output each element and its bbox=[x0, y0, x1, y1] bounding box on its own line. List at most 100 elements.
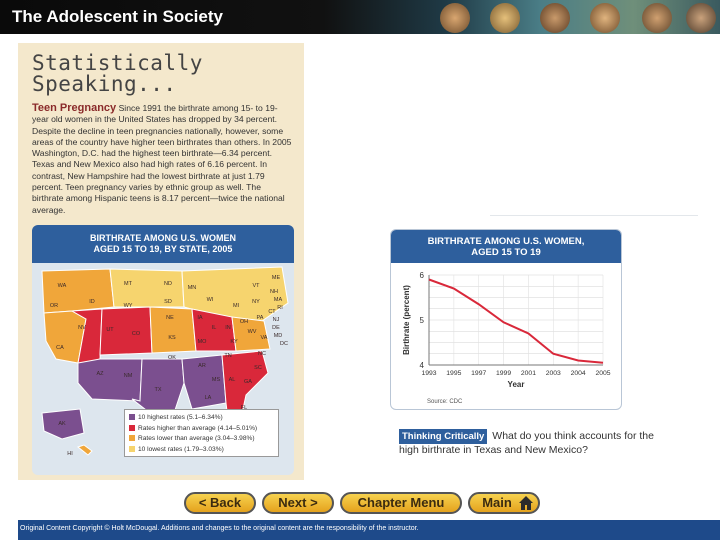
state-label-ct: CT bbox=[268, 309, 276, 315]
state-label-me: ME bbox=[272, 275, 281, 281]
chart-source: Source: CDC bbox=[427, 399, 463, 405]
state-label-sd: SD bbox=[164, 299, 172, 305]
birthrate-series-line bbox=[428, 278, 604, 364]
state-label-va: VA bbox=[261, 335, 268, 341]
main-button[interactable]: Main bbox=[468, 492, 540, 514]
state-label-md: MD bbox=[274, 333, 283, 339]
legend-swatch bbox=[129, 414, 135, 420]
state-label-ok: OK bbox=[168, 355, 176, 361]
chart-title-line-1: BIRTHRATE AMONG U.S. WOMEN, bbox=[427, 236, 585, 247]
state-label-ny: NY bbox=[252, 299, 260, 305]
statistically-speaking-heading: Statistically Speaking... bbox=[32, 53, 203, 95]
legend-label: 10 highest rates (5.1–6.34%) bbox=[138, 414, 223, 421]
legend-swatch bbox=[129, 445, 135, 452]
state-label-nm: NM bbox=[124, 373, 133, 379]
map-title-line-1: BIRTHRATE AMONG U.S. WOMEN bbox=[90, 233, 236, 243]
state-label-de: DE bbox=[272, 325, 280, 331]
map-regions bbox=[41, 266, 289, 456]
state-map-panel: BIRTHRATE AMONG U.S. WOMEN AGED 15 TO 19… bbox=[32, 225, 294, 475]
chart-x-tick-label: 1993 bbox=[421, 370, 436, 377]
map-region-plains bbox=[149, 306, 197, 354]
thinking-critically: Thinking Critically What do you think ac… bbox=[399, 429, 659, 457]
map-region-southwest bbox=[77, 358, 143, 402]
state-label-ri: RI bbox=[277, 305, 283, 311]
state-label-pa: PA bbox=[257, 315, 264, 321]
chart-x-axis-label: Year bbox=[508, 380, 525, 389]
copyright-text: Original Content Copyright © Holt McDoug… bbox=[20, 525, 419, 532]
chart-x-tick-label: 2005 bbox=[595, 370, 610, 377]
divider-line bbox=[490, 215, 698, 216]
state-label-hi: HI bbox=[67, 451, 73, 457]
state-label-oh: OH bbox=[240, 319, 248, 325]
chart-y-axis-label: Birthrate (percent) bbox=[402, 285, 411, 355]
home-icon bbox=[519, 496, 533, 510]
state-label-tx: TX bbox=[154, 387, 161, 393]
legend-item: Rates lower than average (3.04–3.98%) bbox=[129, 434, 255, 444]
state-label-nh: NH bbox=[270, 289, 278, 295]
state-label-mn: MN bbox=[188, 285, 197, 291]
state-label-ar: AR bbox=[198, 363, 206, 369]
teen-pregnancy-text: Teen Pregnancy Since 1991 the birthrate … bbox=[32, 102, 294, 216]
state-label-ga: GA bbox=[244, 379, 252, 385]
legend-swatch bbox=[129, 435, 135, 441]
map-region-midatlantic bbox=[231, 316, 271, 352]
map-region-northwest bbox=[41, 268, 115, 314]
footer-bar bbox=[18, 520, 720, 540]
thinking-critically-badge: Thinking Critically bbox=[399, 429, 488, 444]
state-label-wa: WA bbox=[58, 283, 67, 289]
legend-item: 10 lowest rates (1.79–3.03%) bbox=[129, 445, 224, 455]
state-label-tn: TN bbox=[224, 353, 231, 359]
legend-item: 10 highest rates (5.1–6.34%) bbox=[129, 413, 223, 423]
state-label-ca: CA bbox=[56, 345, 64, 351]
map-region-alaska bbox=[41, 408, 85, 440]
state-label-nv: NV bbox=[78, 325, 86, 331]
chapter-menu-button[interactable]: Chapter Menu bbox=[340, 492, 462, 514]
chart-x-tick-label: 1997 bbox=[471, 370, 486, 377]
chart-title-line-2: AGED 15 TO 19 bbox=[471, 247, 541, 258]
birthrate-chart-panel: BIRTHRATE AMONG U.S. WOMEN, AGED 15 TO 1… bbox=[390, 229, 622, 410]
main-button-label: Main bbox=[482, 495, 512, 510]
state-label-or: OR bbox=[50, 303, 58, 309]
heading-line-1: Statistically bbox=[32, 51, 203, 75]
state-label-nj: NJ bbox=[273, 317, 280, 323]
chart-title: BIRTHRATE AMONG U.S. WOMEN, AGED 15 TO 1… bbox=[391, 230, 621, 263]
chart-y-tick-label: 5 bbox=[420, 316, 425, 325]
state-label-ky: KY bbox=[230, 339, 238, 345]
state-label-ks: KS bbox=[168, 335, 176, 341]
statistics-page: Statistically Speaking... Teen Pregnancy… bbox=[18, 43, 304, 480]
chart-y-tick-label: 6 bbox=[420, 271, 425, 280]
legend-label: Rates higher than average (4.14–5.01%) bbox=[138, 424, 258, 432]
map-region-north-central bbox=[109, 268, 185, 308]
map-region-south-central bbox=[181, 354, 227, 410]
state-label-sc: SC bbox=[254, 365, 262, 371]
state-label-la: LA bbox=[205, 395, 212, 401]
state-label-mt: MT bbox=[124, 281, 133, 287]
state-label-co: CO bbox=[132, 331, 141, 337]
header-faces-banner bbox=[380, 0, 720, 34]
state-label-nd: ND bbox=[164, 281, 172, 287]
header-bar: The Adolescent in Society bbox=[0, 0, 720, 34]
state-label-ms: MS bbox=[212, 377, 221, 383]
legend-label: 10 lowest rates (1.79–3.03%) bbox=[138, 445, 224, 453]
state-label-vt: VT bbox=[252, 283, 260, 289]
legend-swatch bbox=[129, 424, 135, 431]
back-button[interactable]: < Back bbox=[184, 492, 256, 514]
state-label-wi: WI bbox=[207, 297, 214, 303]
legend-label: Rates lower than average (3.04–3.98%) bbox=[138, 435, 255, 442]
state-label-ut: UT bbox=[106, 327, 114, 333]
state-label-al: AL bbox=[229, 377, 236, 383]
state-label-il: IL bbox=[212, 325, 217, 331]
heading-line-2: Speaking... bbox=[32, 72, 177, 96]
legend-item: Rates higher than average (4.14–5.01%) bbox=[129, 424, 257, 434]
state-label-ia: IA bbox=[197, 315, 203, 321]
state-label-ne: NE bbox=[166, 315, 174, 321]
chart-x-tick-label: 2004 bbox=[571, 370, 586, 377]
chart-y-tick-label: 4 bbox=[420, 361, 425, 370]
window-title: The Adolescent in Society bbox=[12, 7, 223, 26]
state-label-id: ID bbox=[89, 299, 95, 305]
chart-x-tick-label: 1999 bbox=[496, 370, 511, 377]
map-region-hawaii bbox=[76, 444, 93, 456]
next-button[interactable]: Next > bbox=[262, 492, 334, 514]
map-legend: 10 highest rates (5.1–6.34%) Rates higher… bbox=[124, 409, 279, 457]
